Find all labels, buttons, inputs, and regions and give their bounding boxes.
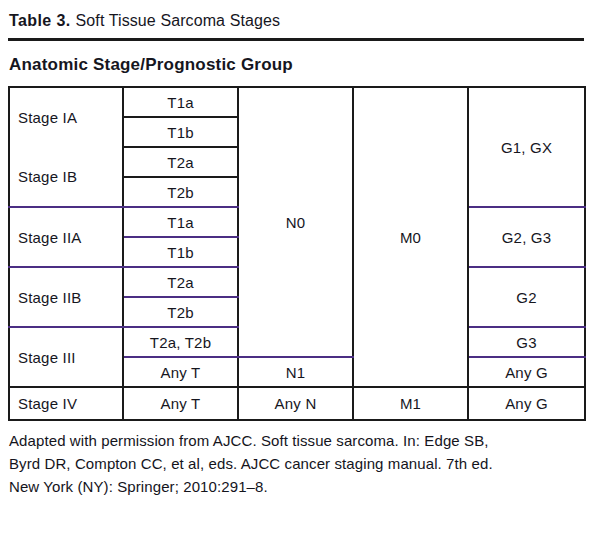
cell-stage-iib: Stage IIB (9, 267, 123, 327)
footnote-line: Adapted with permission from AJCC. Soft … (9, 429, 584, 452)
cell-t2a-ib: T2a (123, 147, 238, 177)
cell-any-t-iv: Any T (123, 387, 238, 420)
table-row: Stage IV Any T Any N M1 Any G (9, 387, 585, 420)
cell-g3: G3 (468, 327, 585, 357)
cell-g1-gx: G1, GX (468, 87, 585, 207)
cell-n1: N1 (238, 357, 353, 387)
cell-m1: M1 (353, 387, 468, 420)
cell-stage-iia: Stage IIA (9, 207, 123, 267)
cell-t1a-ia: T1a (123, 87, 238, 117)
cell-stage-iii: Stage III (9, 327, 123, 387)
footnote-line: New York (NY): Springer; 2010:291–8. (9, 475, 584, 498)
cell-m0: M0 (353, 87, 468, 387)
footnote: Adapted with permission from AJCC. Soft … (8, 421, 584, 498)
cell-t2a-t2b-iii: T2a, T2b (123, 327, 238, 357)
cell-t1a-iia: T1a (123, 207, 238, 237)
footnote-line: Byrd DR, Compton CC, et al, eds. AJCC ca… (9, 452, 584, 475)
cell-t1b-iia: T1b (123, 237, 238, 267)
cell-t2b-ib: T2b (123, 177, 238, 207)
cell-any-t-iii: Any T (123, 357, 238, 387)
cell-g2-g3: G2, G3 (468, 207, 585, 267)
page: Table 3. Soft Tissue Sarcoma Stages Anato… (0, 0, 592, 498)
staging-table: Stage IA T1a N0 M0 G1, GX T1b Stage IB T… (8, 86, 586, 421)
section-header: Anatomic Stage/Prognostic Group (8, 41, 584, 86)
cell-g2: G2 (468, 267, 585, 327)
table-title-text: Soft Tissue Sarcoma Stages (76, 12, 280, 29)
cell-any-n: Any N (238, 387, 353, 420)
cell-stage-ib: Stage IB (9, 147, 123, 207)
cell-stage-iv: Stage IV (9, 387, 123, 420)
table-row: Stage IA T1a N0 M0 G1, GX (9, 87, 585, 117)
cell-t2b-iib: T2b (123, 297, 238, 327)
table-number-label: Table 3. (9, 12, 71, 29)
cell-t1b-ia: T1b (123, 117, 238, 147)
cell-any-g-iv: Any G (468, 387, 585, 420)
cell-t2a-iib: T2a (123, 267, 238, 297)
cell-any-g-iii: Any G (468, 357, 585, 387)
cell-stage-ia: Stage IA (9, 87, 123, 147)
cell-n0: N0 (238, 87, 353, 357)
table-title: Table 3. Soft Tissue Sarcoma Stages (8, 8, 584, 38)
